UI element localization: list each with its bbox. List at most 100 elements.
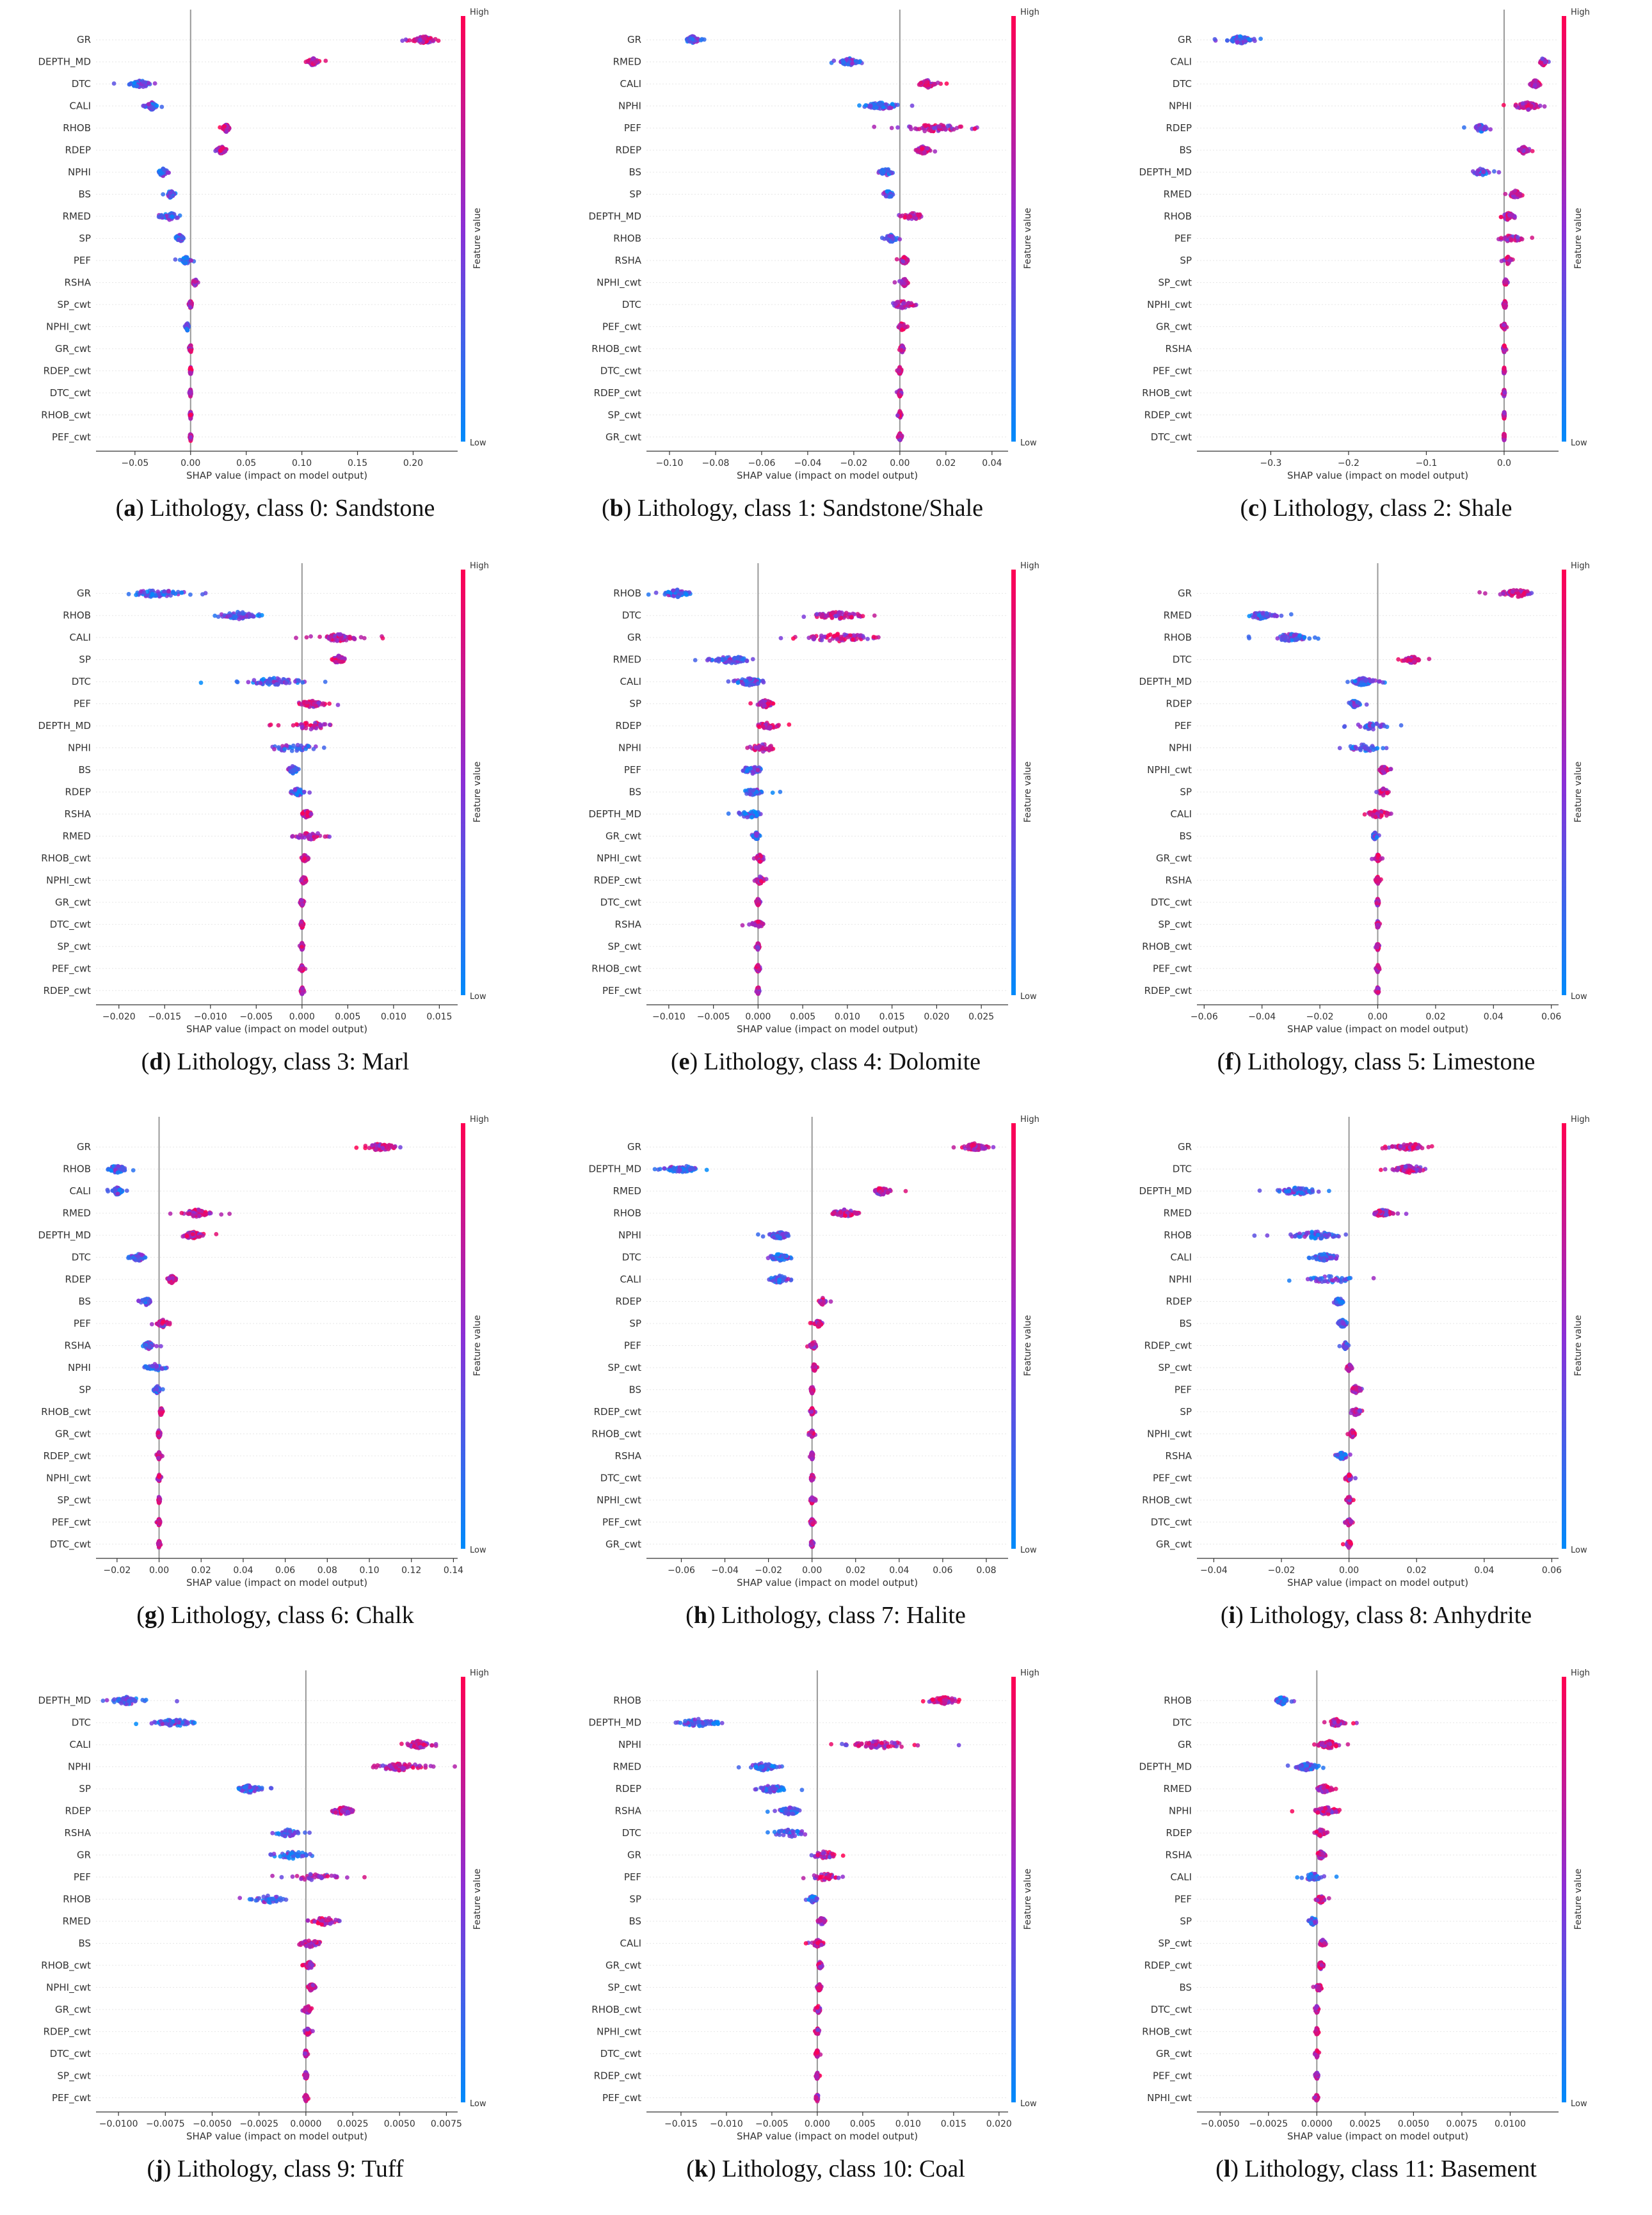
shap-point <box>895 435 901 439</box>
feature-label-rhob_cwt: RHOB_cwt <box>591 343 641 355</box>
shap-point <box>820 614 824 619</box>
shap-point <box>755 813 759 818</box>
shap-point <box>766 701 770 706</box>
feature-label-rhob_cwt: RHOB_cwt <box>1142 387 1192 399</box>
feature-label-dtc: DTC <box>72 676 91 687</box>
shap-point <box>305 810 310 815</box>
feature-label-sp_cwt: SP_cwt <box>58 941 92 953</box>
shap-point <box>758 879 764 884</box>
shap-point <box>170 214 175 220</box>
shap-point <box>722 657 726 662</box>
colorbar-title: Feature value <box>1023 208 1033 269</box>
shap-point <box>1492 169 1496 174</box>
shap-point <box>309 811 313 816</box>
shap-point <box>337 655 342 660</box>
shap-point <box>221 150 227 155</box>
shap-point <box>751 770 756 775</box>
colorbar-high-label: High <box>1020 8 1039 17</box>
shap-point <box>918 81 924 85</box>
shap-point <box>289 748 294 753</box>
shap-point <box>141 79 146 84</box>
feature-label-bs: BS <box>78 189 91 200</box>
shap-point <box>1502 390 1507 395</box>
caption-text: Lithology, class 1: Sandstone/Shale <box>637 495 983 522</box>
shap-point <box>146 102 151 107</box>
feature-label-dtc_cwt: DTC_cwt <box>600 365 641 377</box>
shap-point <box>1540 56 1545 61</box>
shap-point <box>750 921 755 925</box>
feature-label-depth_md: DEPTH_MD <box>1139 166 1192 179</box>
feature-label-rsha: RSHA <box>1166 343 1192 355</box>
shap-point <box>272 747 277 751</box>
shap-point <box>837 610 842 614</box>
shap-point <box>830 616 835 620</box>
shap-point <box>895 300 901 305</box>
feature-label-dtc: DTC <box>1173 78 1192 90</box>
shap-point <box>1530 236 1535 240</box>
feature-label-dtc: DTC <box>622 610 641 621</box>
shap-point <box>1518 193 1523 198</box>
shap-point <box>1502 433 1507 438</box>
shap-point <box>294 792 300 797</box>
shap-point <box>890 236 895 241</box>
shap-point <box>224 129 229 134</box>
shap-point <box>289 769 294 774</box>
shap-point <box>764 877 769 881</box>
shap-point <box>911 215 917 220</box>
shap-point <box>839 636 844 641</box>
shap-point <box>284 681 289 685</box>
x-tick-label: −0.02 <box>840 458 867 468</box>
feature-label-depth_md: DEPTH_MD <box>588 211 641 223</box>
shap-point <box>418 38 422 43</box>
shap-point <box>290 834 295 838</box>
shap-point <box>972 126 977 131</box>
shap-point <box>301 789 307 794</box>
shap-point <box>902 324 907 329</box>
shap-point <box>111 81 116 86</box>
shap-point <box>901 301 906 306</box>
shap-point <box>835 632 840 636</box>
shap-point <box>832 634 837 639</box>
feature-label-rdep_cwt: RDEP_cwt <box>1144 409 1192 421</box>
feature-label-pef: PEF <box>74 698 91 710</box>
shap-point <box>884 236 889 241</box>
caption-a: (a) Lithology, class 0: Sandstone <box>115 495 435 522</box>
x-tick-label: −0.06 <box>748 458 775 468</box>
feature-label-pef_cwt: PEF_cwt <box>52 963 91 975</box>
shap-point <box>879 102 884 107</box>
colorbar <box>461 570 465 995</box>
shap-point <box>302 879 307 884</box>
shap-point <box>1478 126 1483 131</box>
feature-label-sp: SP <box>79 654 91 666</box>
shap-point <box>895 413 900 418</box>
shap-point <box>311 56 316 61</box>
shap-point <box>872 124 877 129</box>
shap-point <box>1496 170 1502 175</box>
feature-label-rhob_cwt: RHOB_cwt <box>591 963 641 975</box>
feature-label-rhob: RHOB <box>613 233 641 244</box>
shap-point <box>301 852 307 858</box>
shap-plot-c: GRCALIDTCNPHIRDEPBSDEPTH_MDRMEDRHOBPEFSP… <box>1139 8 1589 481</box>
shap-point <box>352 636 357 641</box>
x-axis-label: SHAP value (impact on model output) <box>186 470 367 481</box>
shap-point <box>755 789 759 794</box>
shap-point <box>890 102 895 107</box>
feature-label-rhob_cwt: RHOB_cwt <box>41 409 91 421</box>
shap-point <box>744 682 749 687</box>
feature-label-bs: BS <box>1179 145 1192 156</box>
shap-point <box>323 722 328 727</box>
colorbar-title: Feature value <box>472 762 483 823</box>
shap-point <box>868 103 873 108</box>
feature-label-rdep: RDEP <box>616 145 642 156</box>
shap-point <box>305 700 309 705</box>
shap-point <box>182 259 187 264</box>
shap-point <box>335 703 341 707</box>
shap-point <box>300 941 305 945</box>
feature-label-sp_cwt: SP_cwt <box>1159 276 1192 289</box>
colorbar-low-label: Low <box>1020 438 1037 448</box>
shap-point <box>338 636 343 640</box>
feature-label-rsha: RSHA <box>65 276 92 288</box>
shap-point <box>188 389 193 394</box>
shap-point <box>744 659 750 664</box>
shap-point <box>902 281 907 286</box>
